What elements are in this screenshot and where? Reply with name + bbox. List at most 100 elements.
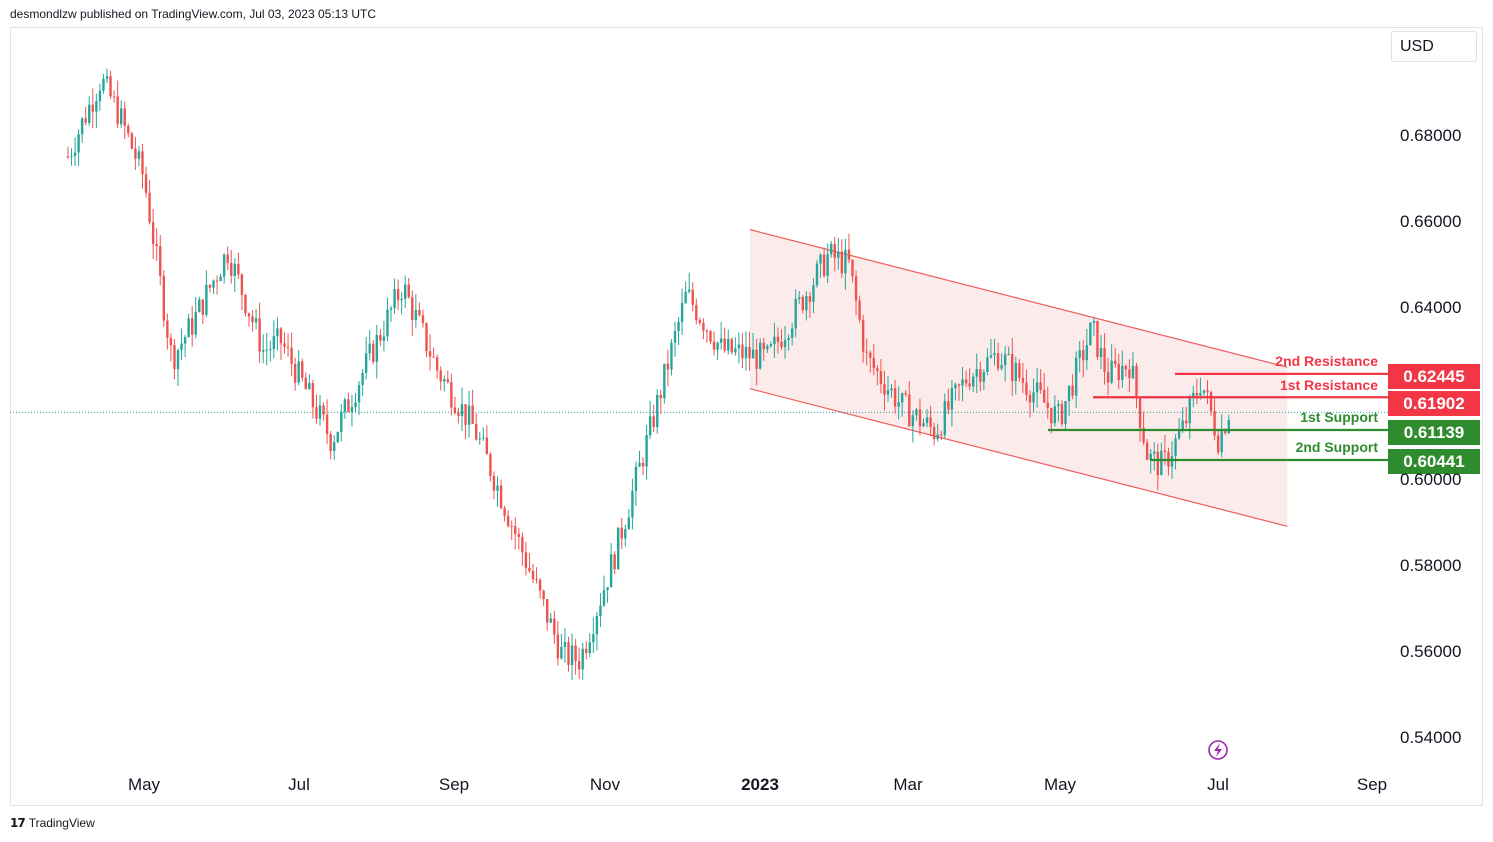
candle-body bbox=[1035, 382, 1039, 393]
x-tick-label: Jul bbox=[1207, 775, 1229, 794]
candle-body bbox=[169, 337, 173, 346]
candle-body bbox=[1092, 320, 1096, 323]
candle-body bbox=[1000, 365, 1003, 369]
price-badge-value: 0.61139 bbox=[1404, 423, 1465, 442]
candle-body bbox=[730, 338, 733, 353]
candle-body bbox=[247, 313, 251, 317]
candle-body bbox=[1195, 392, 1199, 396]
candle-body bbox=[155, 244, 158, 247]
candle-body bbox=[801, 296, 804, 311]
candle-body bbox=[244, 295, 247, 314]
candle-body bbox=[450, 381, 453, 408]
candle-body bbox=[439, 370, 442, 382]
candle-body bbox=[279, 328, 283, 344]
candle-body bbox=[1103, 348, 1106, 372]
candle-body bbox=[123, 108, 126, 126]
y-tick-label: 0.58000 bbox=[1400, 556, 1461, 575]
price-badge bbox=[1388, 449, 1480, 474]
candle-body bbox=[709, 331, 712, 342]
candle-body bbox=[1018, 363, 1021, 378]
candle-body bbox=[1078, 350, 1081, 358]
candle-body bbox=[368, 343, 371, 354]
candle-body bbox=[506, 515, 510, 526]
price-badge-value: 0.61902 bbox=[1403, 394, 1464, 413]
candle-body bbox=[688, 289, 691, 292]
candle-body bbox=[386, 309, 389, 337]
candle-body bbox=[226, 254, 229, 263]
candle-body bbox=[936, 434, 939, 440]
candle-body bbox=[602, 590, 606, 606]
candle-body bbox=[375, 334, 378, 362]
candle-body bbox=[1135, 365, 1138, 398]
candle-body bbox=[251, 316, 254, 323]
candle-body bbox=[297, 361, 300, 383]
candle-body bbox=[1003, 354, 1007, 366]
candle-body bbox=[514, 526, 517, 535]
candle-body bbox=[680, 303, 684, 323]
candle-body bbox=[1213, 411, 1216, 436]
candle-body bbox=[1156, 451, 1159, 476]
candle-body bbox=[968, 383, 971, 387]
lightning-icon[interactable] bbox=[1208, 740, 1228, 760]
candle-body bbox=[219, 276, 222, 282]
candle-body bbox=[70, 155, 73, 157]
candle-body bbox=[1114, 360, 1117, 365]
candle-body bbox=[734, 348, 737, 353]
candle-body bbox=[606, 587, 609, 591]
candle-body bbox=[485, 437, 489, 455]
candle-body bbox=[1064, 401, 1067, 424]
candle-body bbox=[1209, 391, 1213, 412]
candle-body bbox=[563, 641, 567, 647]
candle-body bbox=[858, 300, 861, 320]
candle-body bbox=[262, 350, 265, 352]
candle-body bbox=[467, 405, 471, 425]
level-label: 1st Support bbox=[1300, 409, 1378, 425]
candle-body bbox=[915, 409, 918, 416]
candle-body bbox=[854, 276, 858, 301]
x-tick-label: Mar bbox=[893, 775, 923, 794]
candle-body bbox=[581, 648, 584, 670]
candle-body bbox=[1128, 369, 1131, 379]
candle-body bbox=[205, 284, 208, 315]
candle-body bbox=[471, 405, 474, 424]
candle-body bbox=[222, 254, 226, 277]
candle-body bbox=[1067, 385, 1071, 402]
y-axis: 0.68000 0.66000 0.64000 0.60000 0.58000 0.560… bbox=[1400, 126, 1461, 747]
candle-body bbox=[276, 328, 279, 337]
candle-body bbox=[712, 341, 716, 350]
candle-body bbox=[574, 645, 577, 662]
candle-body bbox=[819, 254, 822, 264]
candle-body bbox=[1071, 385, 1074, 396]
candle-body bbox=[240, 274, 244, 296]
candle-body bbox=[790, 328, 794, 338]
candle-body bbox=[659, 394, 662, 399]
candle-body bbox=[897, 402, 900, 407]
candle-body bbox=[815, 263, 819, 286]
candle-body bbox=[599, 605, 602, 617]
candle-body bbox=[851, 259, 854, 277]
currency-selector[interactable]: USD bbox=[1391, 31, 1477, 62]
candle-body bbox=[237, 263, 240, 275]
candle-body bbox=[400, 298, 403, 301]
candle-body bbox=[272, 336, 276, 350]
candle-body bbox=[478, 438, 481, 440]
candle-body bbox=[1011, 353, 1014, 382]
candle-body bbox=[364, 353, 368, 373]
candle-body bbox=[460, 404, 464, 417]
candle-body bbox=[290, 347, 293, 364]
candle-body bbox=[347, 399, 350, 412]
candle-body bbox=[847, 249, 851, 260]
price-badge bbox=[1388, 391, 1480, 416]
candle-body bbox=[499, 485, 503, 509]
candle-body bbox=[73, 152, 77, 156]
candle-body bbox=[698, 320, 702, 323]
candle-body bbox=[1142, 427, 1145, 443]
candle-body bbox=[95, 101, 98, 112]
candle-body bbox=[134, 148, 137, 159]
candle-body bbox=[826, 254, 829, 276]
candle-body bbox=[776, 336, 780, 342]
candle-body bbox=[798, 296, 801, 299]
candle-body bbox=[464, 404, 467, 425]
candle-body bbox=[641, 462, 645, 467]
